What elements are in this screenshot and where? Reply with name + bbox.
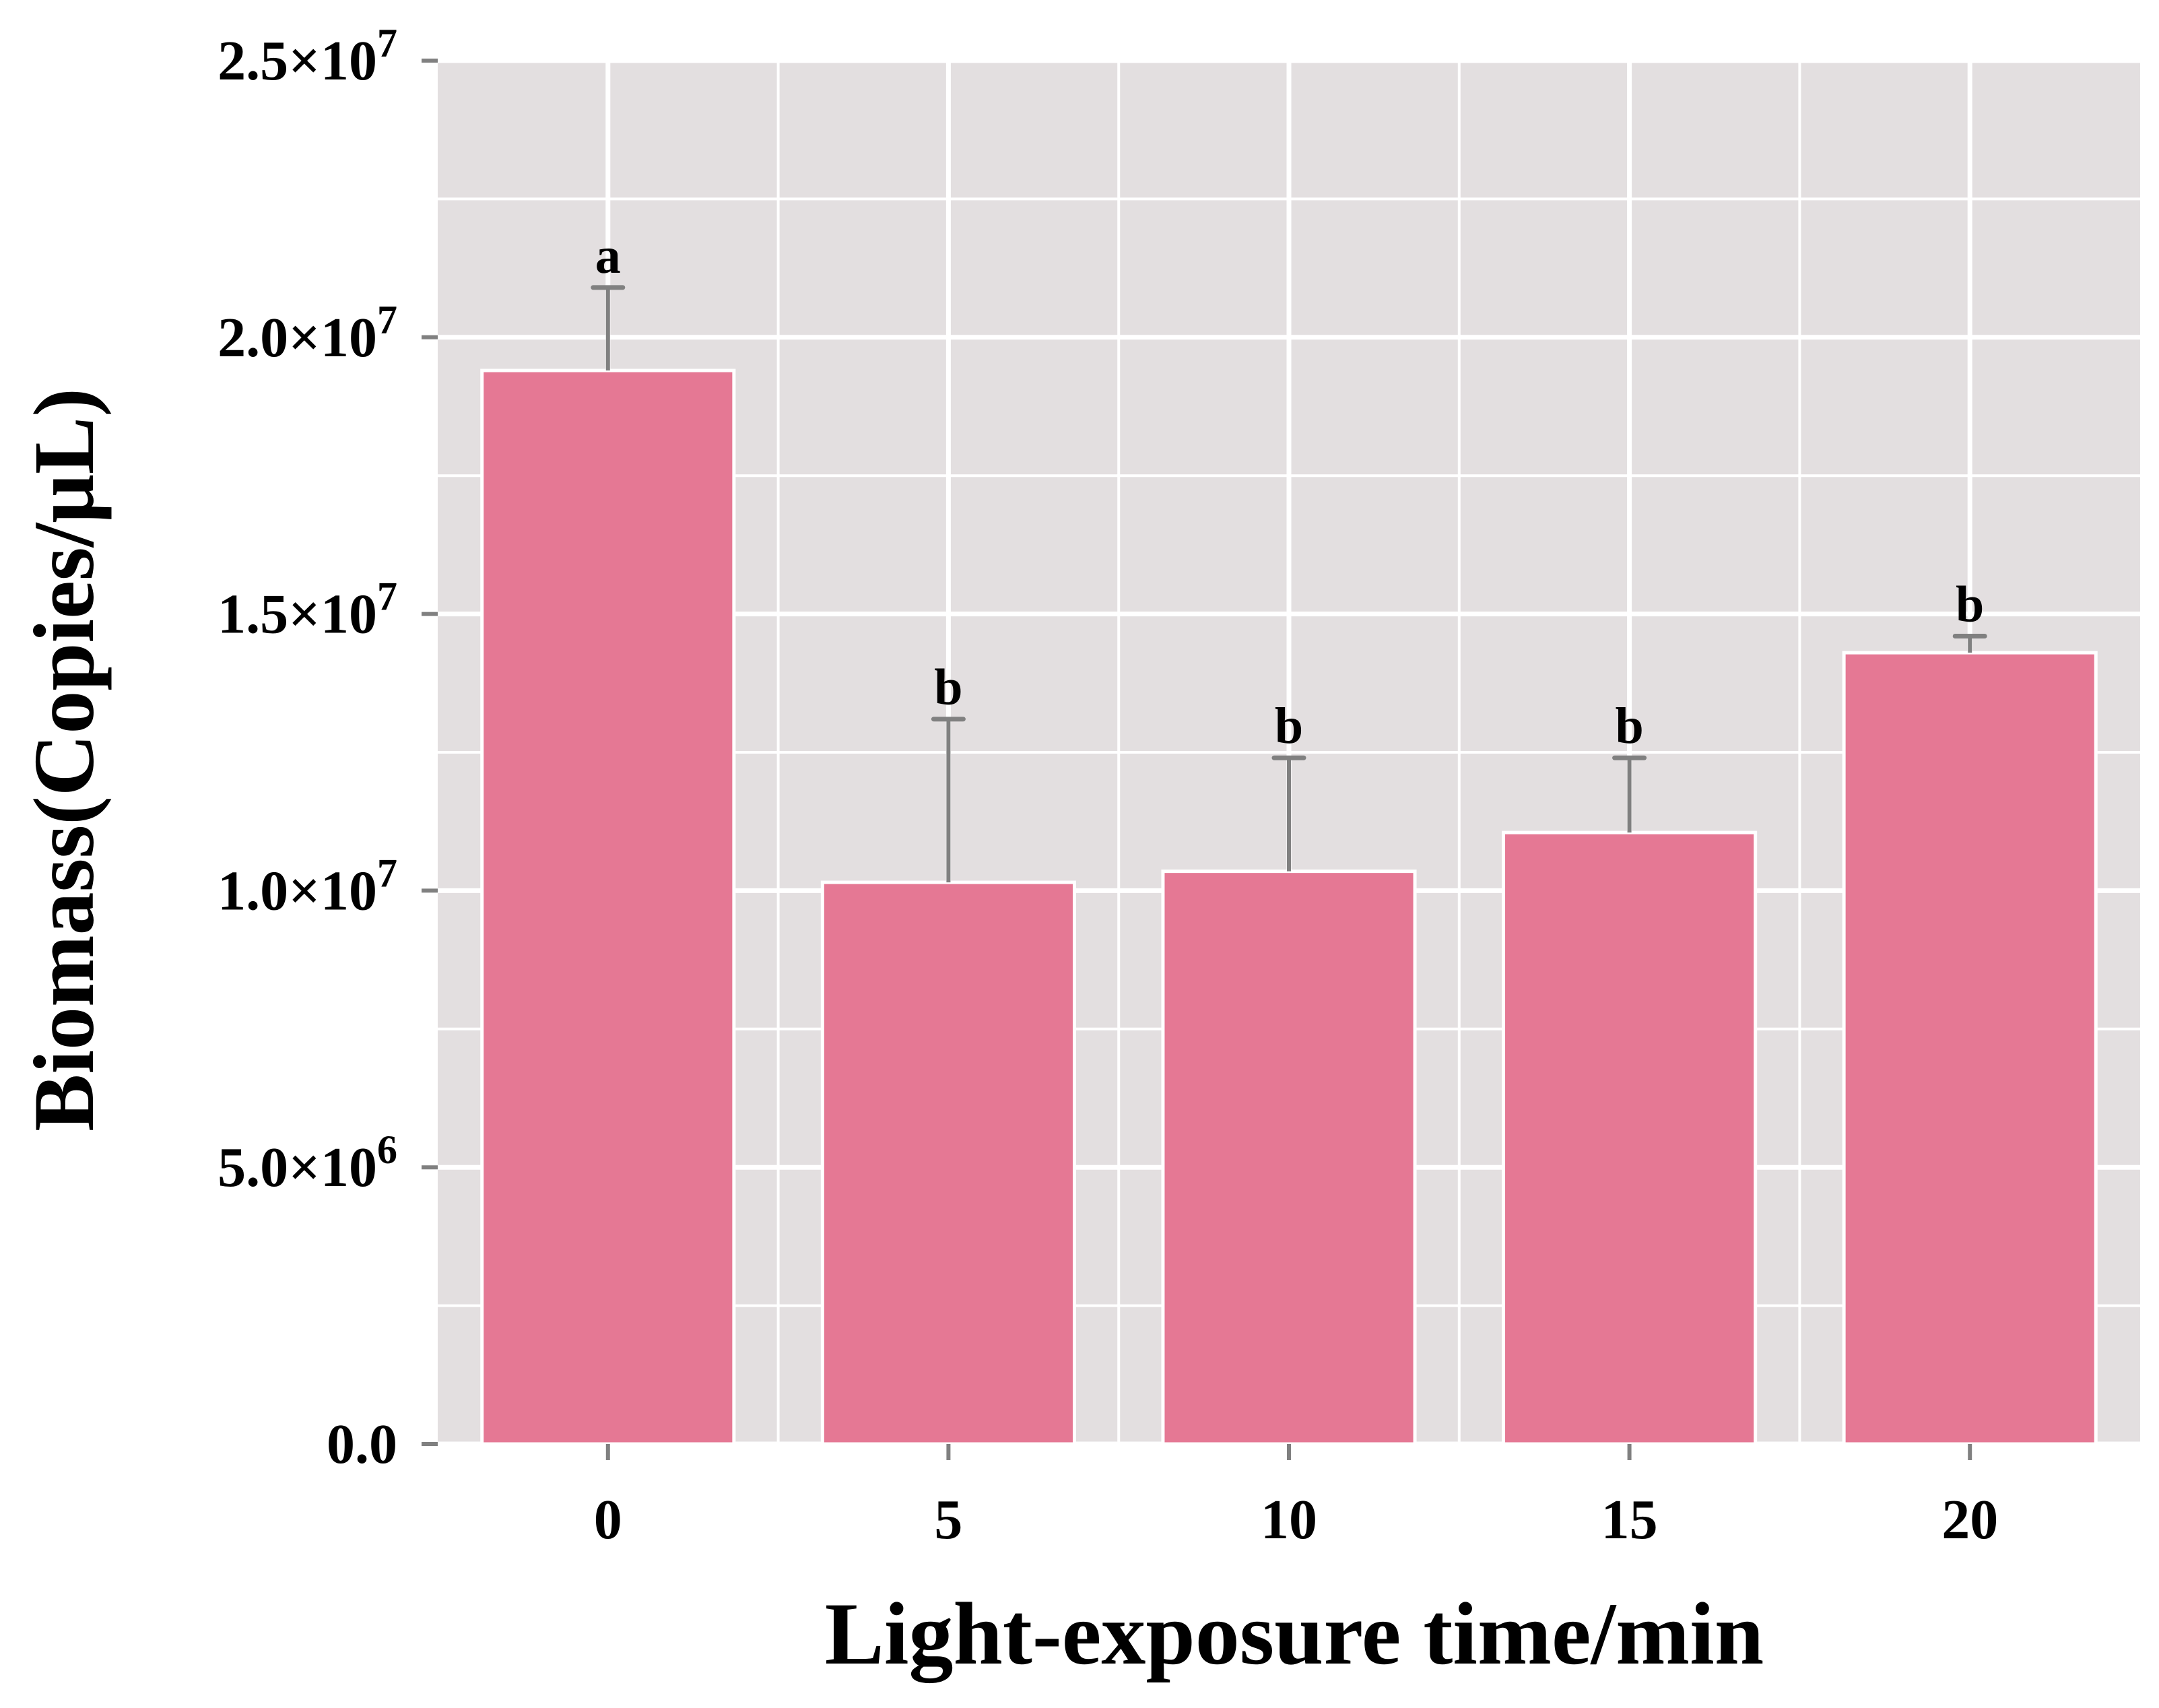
significance-label-5: b: [934, 659, 962, 716]
y-tick-label: 5.0×106: [218, 1127, 397, 1199]
bar-20: [1842, 651, 2098, 1446]
significance-label-0: a: [595, 228, 621, 284]
y-axis-ticks: 0.0 5.0×106 1.0×107 1.5×107 2.0×107 2.5×107: [218, 21, 438, 1476]
significance-labels: a b b b b: [595, 228, 1985, 754]
significance-label-15: b: [1615, 698, 1643, 754]
x-tick-label: 10: [1261, 1488, 1317, 1551]
bars: [480, 368, 2098, 1446]
bar-15: [1502, 830, 1758, 1446]
y-tick-label: 2.0×107: [218, 298, 397, 369]
y-tick-label: 2.5×107: [218, 21, 397, 92]
x-tick-label: 0: [594, 1488, 622, 1551]
x-axis-title: Light-exposure time/min: [825, 1584, 1764, 1683]
x-tick-label: 20: [1941, 1488, 1998, 1551]
x-axis-ticks: 0 5 10 15 20: [594, 1444, 1998, 1551]
x-tick-label: 15: [1601, 1488, 1658, 1551]
x-tick-label: 5: [934, 1488, 962, 1551]
bar-5: [820, 880, 1076, 1446]
error-bars: [591, 285, 1987, 883]
significance-label-10: b: [1275, 698, 1303, 754]
y-tick-label: 1.5×107: [218, 574, 397, 646]
bar-10: [1161, 869, 1417, 1446]
y-tick-label: 0.0: [327, 1413, 397, 1476]
bar-0: [480, 368, 736, 1446]
significance-label-20: b: [1956, 576, 1984, 632]
y-tick-label: 1.0×107: [218, 851, 397, 922]
y-axis-title: Biomass(Copies/μL): [16, 388, 112, 1131]
